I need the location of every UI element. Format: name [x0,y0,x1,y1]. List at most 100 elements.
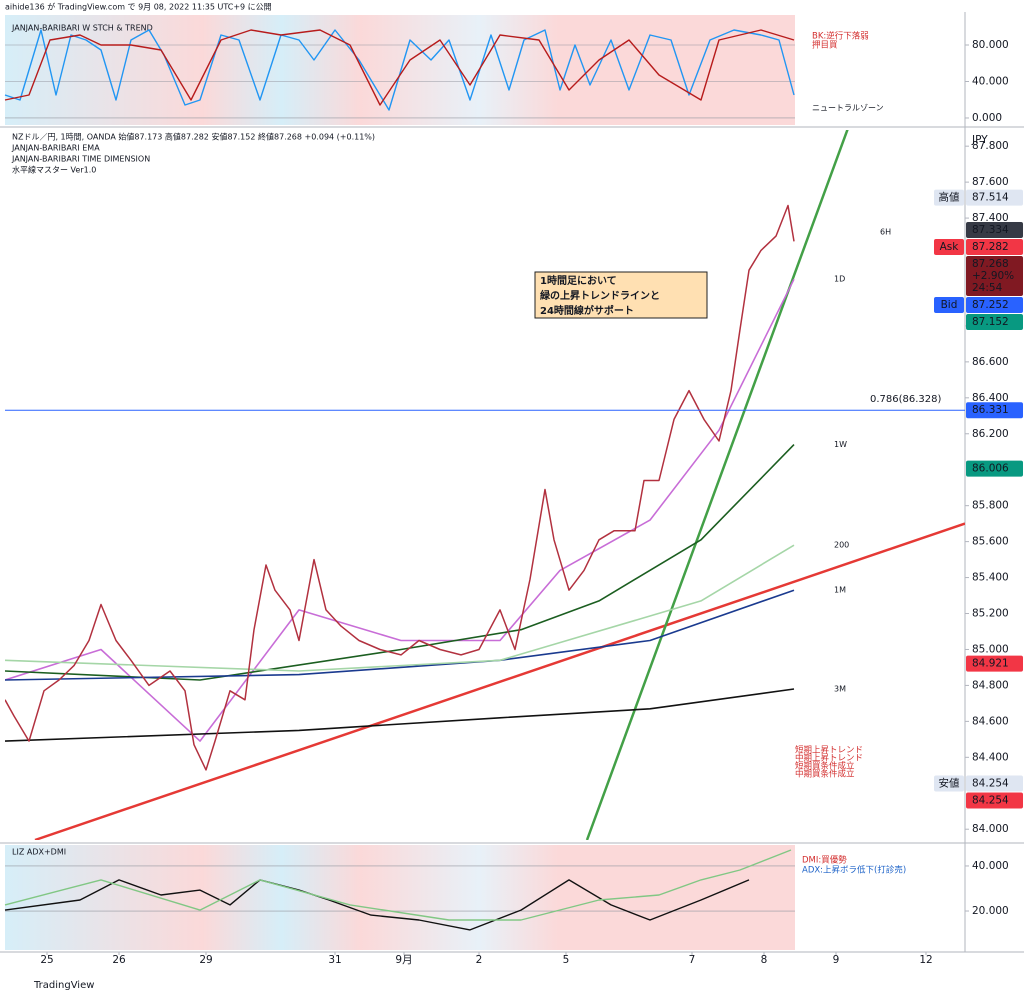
plot [4,29,795,111]
legend-line: 水平線マスター Ver1.0 [12,165,96,175]
x-tick-label: 9月 [395,954,412,966]
note: ADX:上昇ボラ低下(打診売) [802,865,906,876]
note: 短期上昇トレンド [795,745,863,756]
y-tick-label: 87.600 [972,176,1009,188]
annotation: 緑の上昇トレンドラインと [540,289,660,302]
price-line [5,204,795,771]
top-panel-bg [5,15,795,125]
note: ニュートラルゾーン [812,104,884,113]
price-tag [934,775,964,792]
x-tick-label: 8 [761,954,768,966]
y-tick-label: 20.000 [972,905,1009,917]
panel-title: LIZ ADX+DMI [12,848,66,857]
price-badge-label: 84.254 [972,778,1009,790]
price-badge-label: 86.006 [972,463,1009,475]
bottom-panel-bg [5,845,795,950]
x-tick-label: 7 [689,954,696,966]
y-tick-label: 85.200 [972,608,1009,620]
price-badge [966,792,1023,809]
price-badge [966,238,1023,255]
series-line [4,29,795,111]
price-badge-label: 87.252 [972,299,1009,311]
brand: TradingView [33,980,94,991]
price-badge [966,221,1023,238]
price-badge [966,460,1023,477]
price-badge [966,313,1023,330]
note: 中期買条件成立 [795,769,855,780]
y-tick-label: 87.800 [972,140,1009,152]
plot [4,849,792,931]
axis-unit: JPY [971,134,988,146]
price-badge [966,296,1023,313]
price-tag-label: 高値 [939,191,960,204]
series-label: 1D [834,275,845,284]
price-tag [934,238,964,255]
series-line [5,544,795,672]
plot [5,130,965,840]
marker: 6H [880,228,891,237]
note: 短期買条件成立 [795,761,855,772]
annotation: 24時間線がサポート [540,304,634,317]
price-tag [934,189,964,206]
y-tick-label: 85.800 [972,500,1009,512]
x-tick-label: 12 [919,954,932,966]
note: BK:逆行下落弱 [812,31,869,42]
y-tick-label: 85.400 [972,572,1009,584]
note: DMI:買優勢 [802,855,847,866]
series-line [4,879,750,931]
price-badge-label: 84.254 [972,795,1009,807]
y-tick-label: 85.600 [972,536,1009,548]
x-tick-label: 9 [833,954,840,966]
x-tick-label: 26 [112,954,126,966]
price-badge-label: 87.514 [972,192,1009,204]
price-badge-label: 87.334 [972,224,1009,236]
legend-line: JANJAN-BARIBARI TIME DIMENSION [11,155,150,164]
price-badge [966,402,1023,419]
series-label: 3M [834,685,846,694]
y-tick-label: 86.200 [972,428,1009,440]
x-tick-label: 5 [563,954,570,966]
series-label: 1W [834,440,847,449]
note: 押目買 [812,40,838,51]
legend-line: NZドル／円, 1時間, OANDA 始値87.173 高値87.282 安値8… [12,132,375,142]
price-badge-label: 86.331 [972,404,1009,416]
trendline [585,130,849,840]
x-tick-label: 29 [199,954,212,966]
price-badge [966,775,1023,792]
y-tick-label: 84.000 [972,823,1009,835]
y-tick-label: 85.000 [972,643,1009,655]
annotation: 1時間足において [540,274,617,287]
y-tick-label: 80.000 [972,39,1009,51]
price-badge-label: 87.152 [972,316,1009,328]
panel-title: JANJAN-BARIBARI W STCH & TREND [11,24,153,33]
price-tag-label: Bid [941,299,958,311]
series-label: 1M [834,586,846,595]
x-tick-label: 2 [476,954,483,966]
price-tag [934,296,964,313]
price-badge-label: 87.282 [972,241,1009,253]
price-change: +2.90% [972,270,1014,282]
series-label: 200 [834,541,849,550]
price-badge [966,655,1023,672]
y-tick-label: 84.800 [972,679,1009,691]
price-tag-label: Ask [940,241,960,253]
x-tick-label: 25 [40,954,53,966]
y-tick-label: 87.400 [972,212,1009,224]
publisher: aihide136 が TradingView.com で 9月 08, 202… [5,2,272,12]
series-line [4,29,795,106]
price-badge [966,189,1023,206]
y-tick-label: 84.600 [972,715,1009,727]
series-line [5,444,795,681]
series-line [5,688,795,742]
legend-line: JANJAN-BARIBARI EMA [11,144,100,153]
y-tick-label: 86.600 [972,356,1009,368]
x-tick-label: 31 [328,954,341,966]
series-line [4,849,792,921]
annotation-box [534,271,708,319]
y-tick-label: 86.400 [972,392,1009,404]
y-tick-label: 0.000 [972,112,1002,124]
fib-label: 0.786(86.328) [870,394,942,405]
series-line [5,278,795,742]
